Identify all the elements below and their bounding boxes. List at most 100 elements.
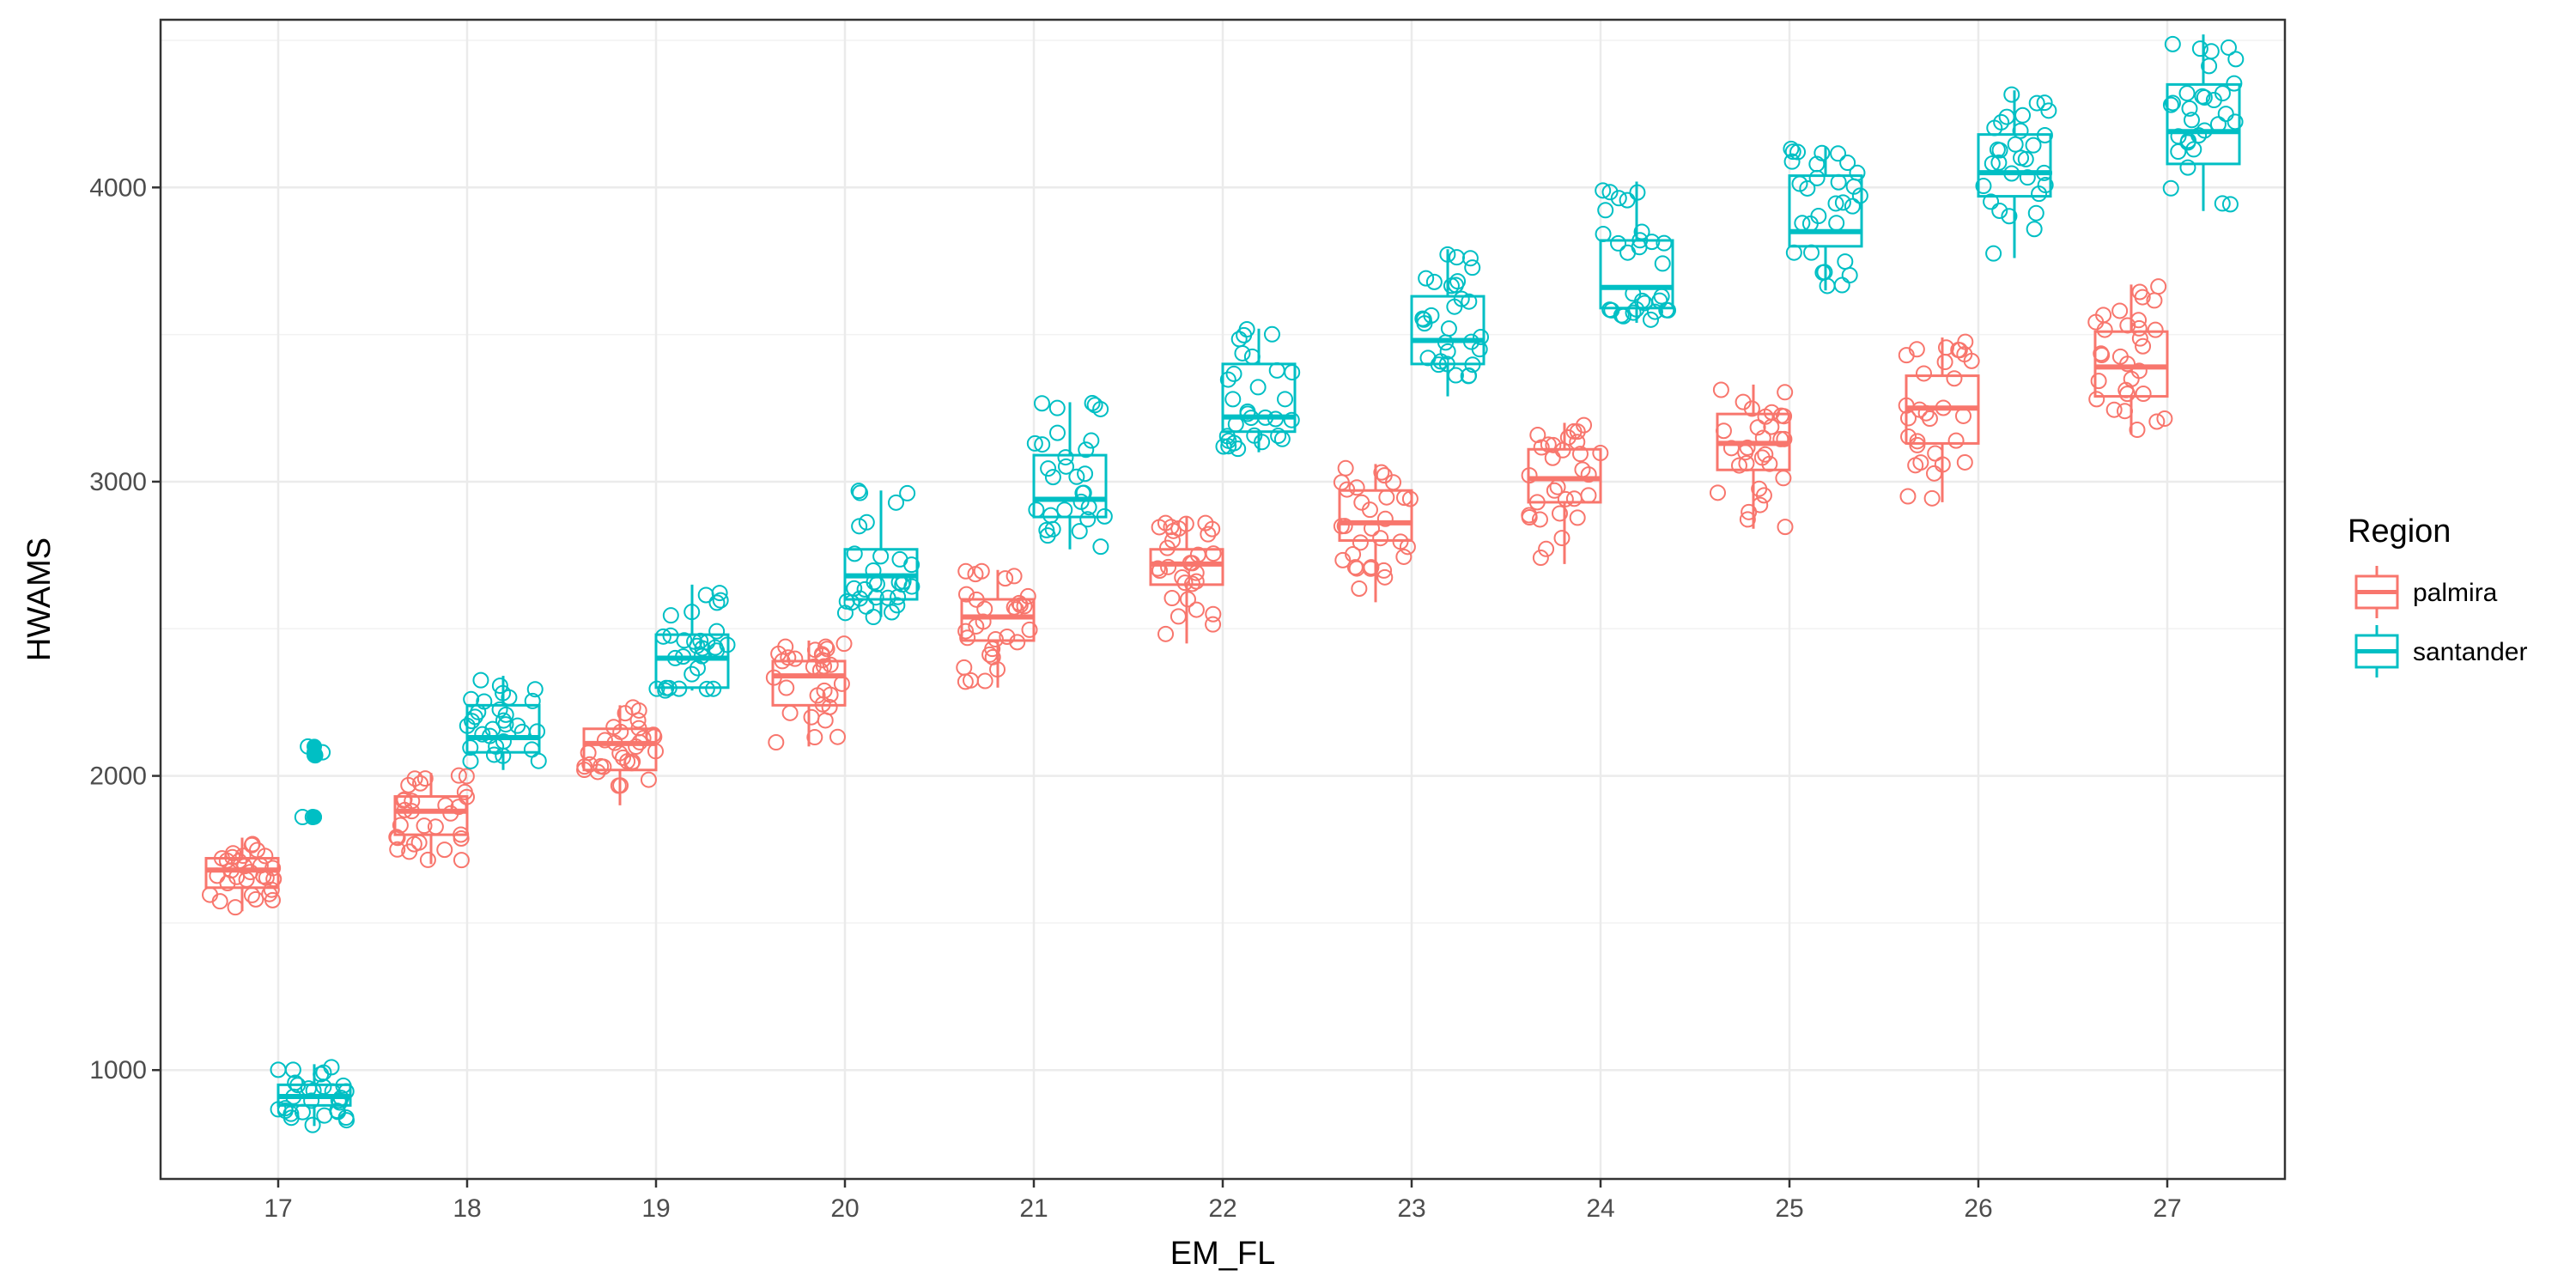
jitter-point — [1739, 511, 1756, 528]
jitter-point — [2178, 85, 2196, 102]
jitter-point — [1983, 193, 2000, 210]
jitter-point — [1841, 267, 1858, 284]
jitter-point — [1909, 436, 1926, 453]
jitter-point — [957, 562, 975, 580]
jitter-point — [2135, 386, 2152, 403]
jitter-point — [712, 592, 729, 609]
jitter-point — [2135, 337, 2152, 355]
jitter-point — [400, 776, 417, 793]
jitter-point — [803, 708, 820, 726]
jitter-point — [419, 851, 436, 868]
jitter-point — [2093, 345, 2110, 362]
jitter-point — [1461, 293, 1478, 310]
jitter-point — [491, 701, 508, 718]
jitter-point — [1160, 558, 1177, 575]
jitter-point — [1985, 245, 2002, 262]
jitter-point — [858, 513, 875, 531]
jitter-point — [1218, 428, 1236, 445]
x-tick-label: 25 — [1775, 1194, 1803, 1223]
y-tick-label: 3000 — [89, 468, 147, 496]
box-body — [582, 727, 658, 772]
x-tick-label: 27 — [2153, 1194, 2181, 1223]
jitter-point — [401, 843, 418, 860]
jitter-point — [2119, 355, 2136, 373]
jitter-point — [1540, 436, 1557, 453]
jitter-point — [453, 852, 470, 869]
jitter-point — [829, 728, 847, 745]
jitter-point — [1071, 523, 1088, 540]
jitter-point — [1033, 395, 1050, 412]
jitter-point — [1730, 457, 1747, 474]
jitter-point — [2164, 35, 2181, 52]
box-body — [1788, 174, 1863, 248]
jitter-point — [1443, 277, 1460, 295]
jitter-point — [1533, 439, 1550, 456]
jitter-point — [211, 893, 228, 910]
box-body — [960, 598, 1036, 642]
jitter-point — [1418, 270, 1435, 287]
jitter-point — [1956, 453, 1973, 471]
jitter-point — [2183, 112, 2200, 129]
jitter-point — [1225, 365, 1242, 382]
jitter-point — [1353, 494, 1370, 511]
jitter-point — [689, 659, 706, 677]
jitter-point — [1603, 301, 1620, 319]
jitter-point — [1777, 384, 1794, 401]
jitter-point — [1741, 503, 1758, 520]
jitter-point — [2130, 362, 2148, 380]
jitter-point — [436, 841, 453, 859]
jitter-point — [1646, 303, 1663, 320]
jitter-point — [1521, 507, 1538, 524]
jitter-point — [1048, 399, 1066, 416]
jitter-point — [1376, 568, 1394, 586]
jitter-point — [1449, 249, 1466, 266]
jitter-point — [1636, 295, 1653, 312]
jitter-point — [1909, 433, 1926, 450]
jitter-point — [2220, 39, 2237, 56]
jitter-point — [888, 494, 905, 511]
jitter-point — [867, 589, 884, 606]
jitter-point — [787, 650, 804, 667]
jitter-point — [1352, 534, 1369, 551]
jitter-point — [698, 680, 715, 697]
jitter-point — [1610, 190, 1627, 207]
y-axis-title: HWAMS — [21, 538, 58, 661]
jitter-point — [2001, 208, 2018, 225]
jitter-point — [899, 484, 916, 501]
jitter-point — [495, 712, 512, 729]
jitter-point — [818, 641, 835, 658]
jitter-point — [2017, 150, 2034, 167]
jitter-point — [2147, 321, 2164, 338]
box-body — [393, 795, 469, 836]
jitter-point — [1333, 518, 1350, 535]
jitter-point — [1776, 430, 1793, 447]
jitter-point — [1751, 480, 1768, 497]
jitter-point — [416, 817, 433, 835]
jitter-point — [247, 890, 264, 908]
jitter-point — [596, 732, 613, 749]
jitter-point — [1656, 234, 1673, 252]
x-axis-title: EM_FL — [1170, 1236, 1275, 1272]
legend-label-santander: santander — [2413, 638, 2527, 666]
jitter-point — [1529, 427, 1546, 444]
box-body — [1599, 239, 1674, 310]
jitter-point — [1912, 454, 1929, 471]
jitter-point — [628, 738, 645, 756]
jitter-point — [257, 848, 274, 865]
jitter-point — [2003, 86, 2020, 103]
jitter-point — [1643, 311, 1660, 328]
jitter-point — [809, 687, 826, 704]
box-body — [1221, 362, 1297, 434]
jitter-point — [2027, 204, 2044, 222]
jitter-point — [2037, 177, 2054, 194]
jitter-point — [1722, 440, 1740, 457]
jitter-point — [304, 1116, 321, 1133]
box-body — [204, 857, 280, 890]
jitter-point — [1414, 310, 1431, 327]
jitter-point — [1654, 255, 1671, 272]
jitter-point — [1205, 616, 1222, 633]
jitter-point — [337, 1109, 355, 1127]
jitter-point — [462, 739, 479, 756]
jitter-point — [956, 659, 973, 676]
jitter-point — [2179, 159, 2196, 176]
